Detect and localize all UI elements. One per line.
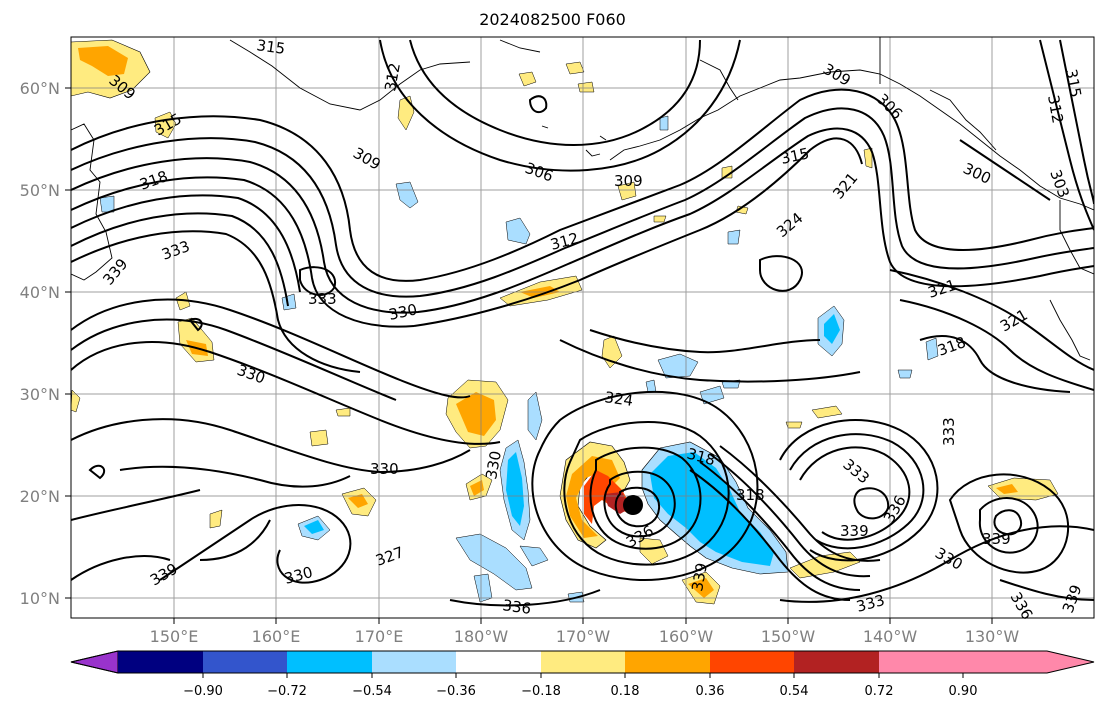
contour-label: 315 — [779, 144, 811, 168]
colorbar-segment — [794, 651, 879, 673]
colorbar-tick-label: 0.36 — [696, 684, 725, 699]
colorbar-tick-label: −0.36 — [436, 684, 476, 699]
map-title: 2024082500 F060 — [479, 10, 626, 29]
lat-label-20n: 20°N — [20, 487, 60, 506]
lon-label-170e: 170°E — [355, 627, 404, 646]
colorbar-segment — [879, 651, 964, 673]
colorbar-outline — [70, 650, 1095, 674]
lat-label-10n: 10°N — [20, 589, 60, 608]
lon-label-150w: 150°W — [761, 627, 816, 646]
colorbar-segment — [287, 651, 372, 673]
storm-center-marker — [623, 495, 643, 515]
contour-label: 315 — [255, 36, 286, 58]
colorbar-segment — [456, 651, 541, 673]
map-content — [71, 37, 1094, 618]
contour-lines — [71, 39, 1094, 607]
lat-label-60n: 60°N — [20, 79, 60, 98]
longitude-labels: 150°E 160°E 170°E 180°W 170°W 160°W 150°… — [150, 627, 1020, 646]
lon-label-170w: 170°W — [556, 627, 611, 646]
colorbar-segment — [541, 651, 626, 673]
contour-label: 324 — [603, 388, 634, 410]
colorbar-tick-label: 0.90 — [949, 684, 978, 699]
colorbar-segment — [118, 651, 203, 673]
contour-label: 336 — [501, 596, 532, 618]
colorbar-tick-label: −0.18 — [521, 684, 561, 699]
colorbar-tick-label: −0.72 — [267, 684, 307, 699]
latitude-labels: 60°N 50°N 40°N 30°N 20°N 10°N — [20, 79, 60, 608]
contour-label: 333 — [940, 417, 958, 446]
colorbar-tick-label: −0.90 — [183, 684, 223, 699]
coastlines — [71, 37, 1094, 361]
lon-label-160w: 160°W — [659, 627, 714, 646]
colorbar-tick-label: −0.54 — [352, 684, 392, 699]
contour-label: 330 — [387, 300, 419, 324]
contour-label: 330 — [482, 449, 505, 480]
lon-label-150e: 150°E — [150, 627, 199, 646]
axis-ticks — [65, 87, 993, 624]
lat-label-40n: 40°N — [20, 283, 60, 302]
colorbar-extend-low — [70, 650, 119, 674]
lat-label-50n: 50°N — [20, 181, 60, 200]
graticule — [71, 37, 1094, 618]
contour-label: 339 — [982, 530, 1011, 548]
shaded-regions — [71, 39, 1059, 605]
colorbar-segment — [625, 651, 710, 673]
contour-label: 312 — [381, 61, 404, 92]
contour-label: 339 — [688, 561, 711, 592]
colorbar-tick-label: 0.18 — [611, 684, 640, 699]
lon-label-160e: 160°E — [252, 627, 301, 646]
colorbar-tick-label: 0.54 — [780, 684, 809, 699]
contour-label: 339 — [840, 522, 869, 540]
lat-label-30n: 30°N — [20, 385, 60, 404]
contour-label: 309 — [614, 172, 643, 190]
contour-label: 312 — [1044, 94, 1067, 125]
colorbar: −0.90 −0.72 −0.54 −0.36 −0.18 0.18 0.36 … — [70, 650, 1095, 699]
colorbar-segment — [710, 651, 795, 673]
colorbar-tick-label: 0.72 — [865, 684, 894, 699]
contour-label: 318 — [736, 486, 765, 504]
colorbar-extend-high — [963, 651, 1094, 673]
contour-label: 333 — [308, 290, 337, 308]
contour-label: 330 — [370, 460, 399, 478]
lon-label-180w: 180°W — [454, 627, 509, 646]
colorbar-segment — [372, 651, 457, 673]
lon-label-130w: 130°W — [965, 627, 1020, 646]
colorbar-segment — [203, 651, 288, 673]
contour-label: 315 — [1062, 68, 1085, 99]
lon-label-140w: 140°W — [863, 627, 918, 646]
